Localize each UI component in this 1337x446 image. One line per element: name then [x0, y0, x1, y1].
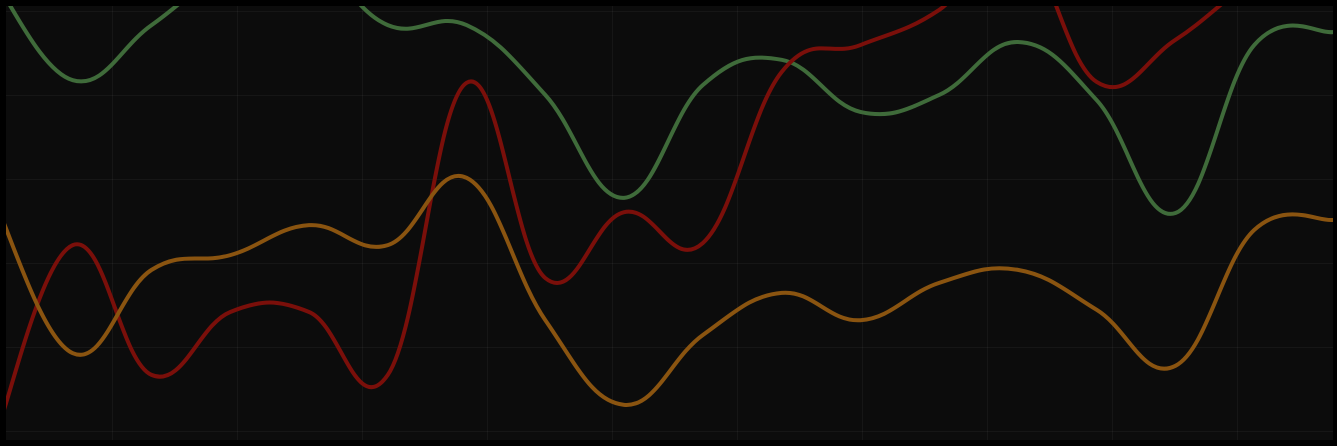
plot-area: [6, 6, 1333, 440]
series-line: [6, 173, 1333, 407]
series-line: [8, 6, 1333, 216]
chart: [6, 6, 1333, 411]
series-line: [6, 6, 1223, 411]
